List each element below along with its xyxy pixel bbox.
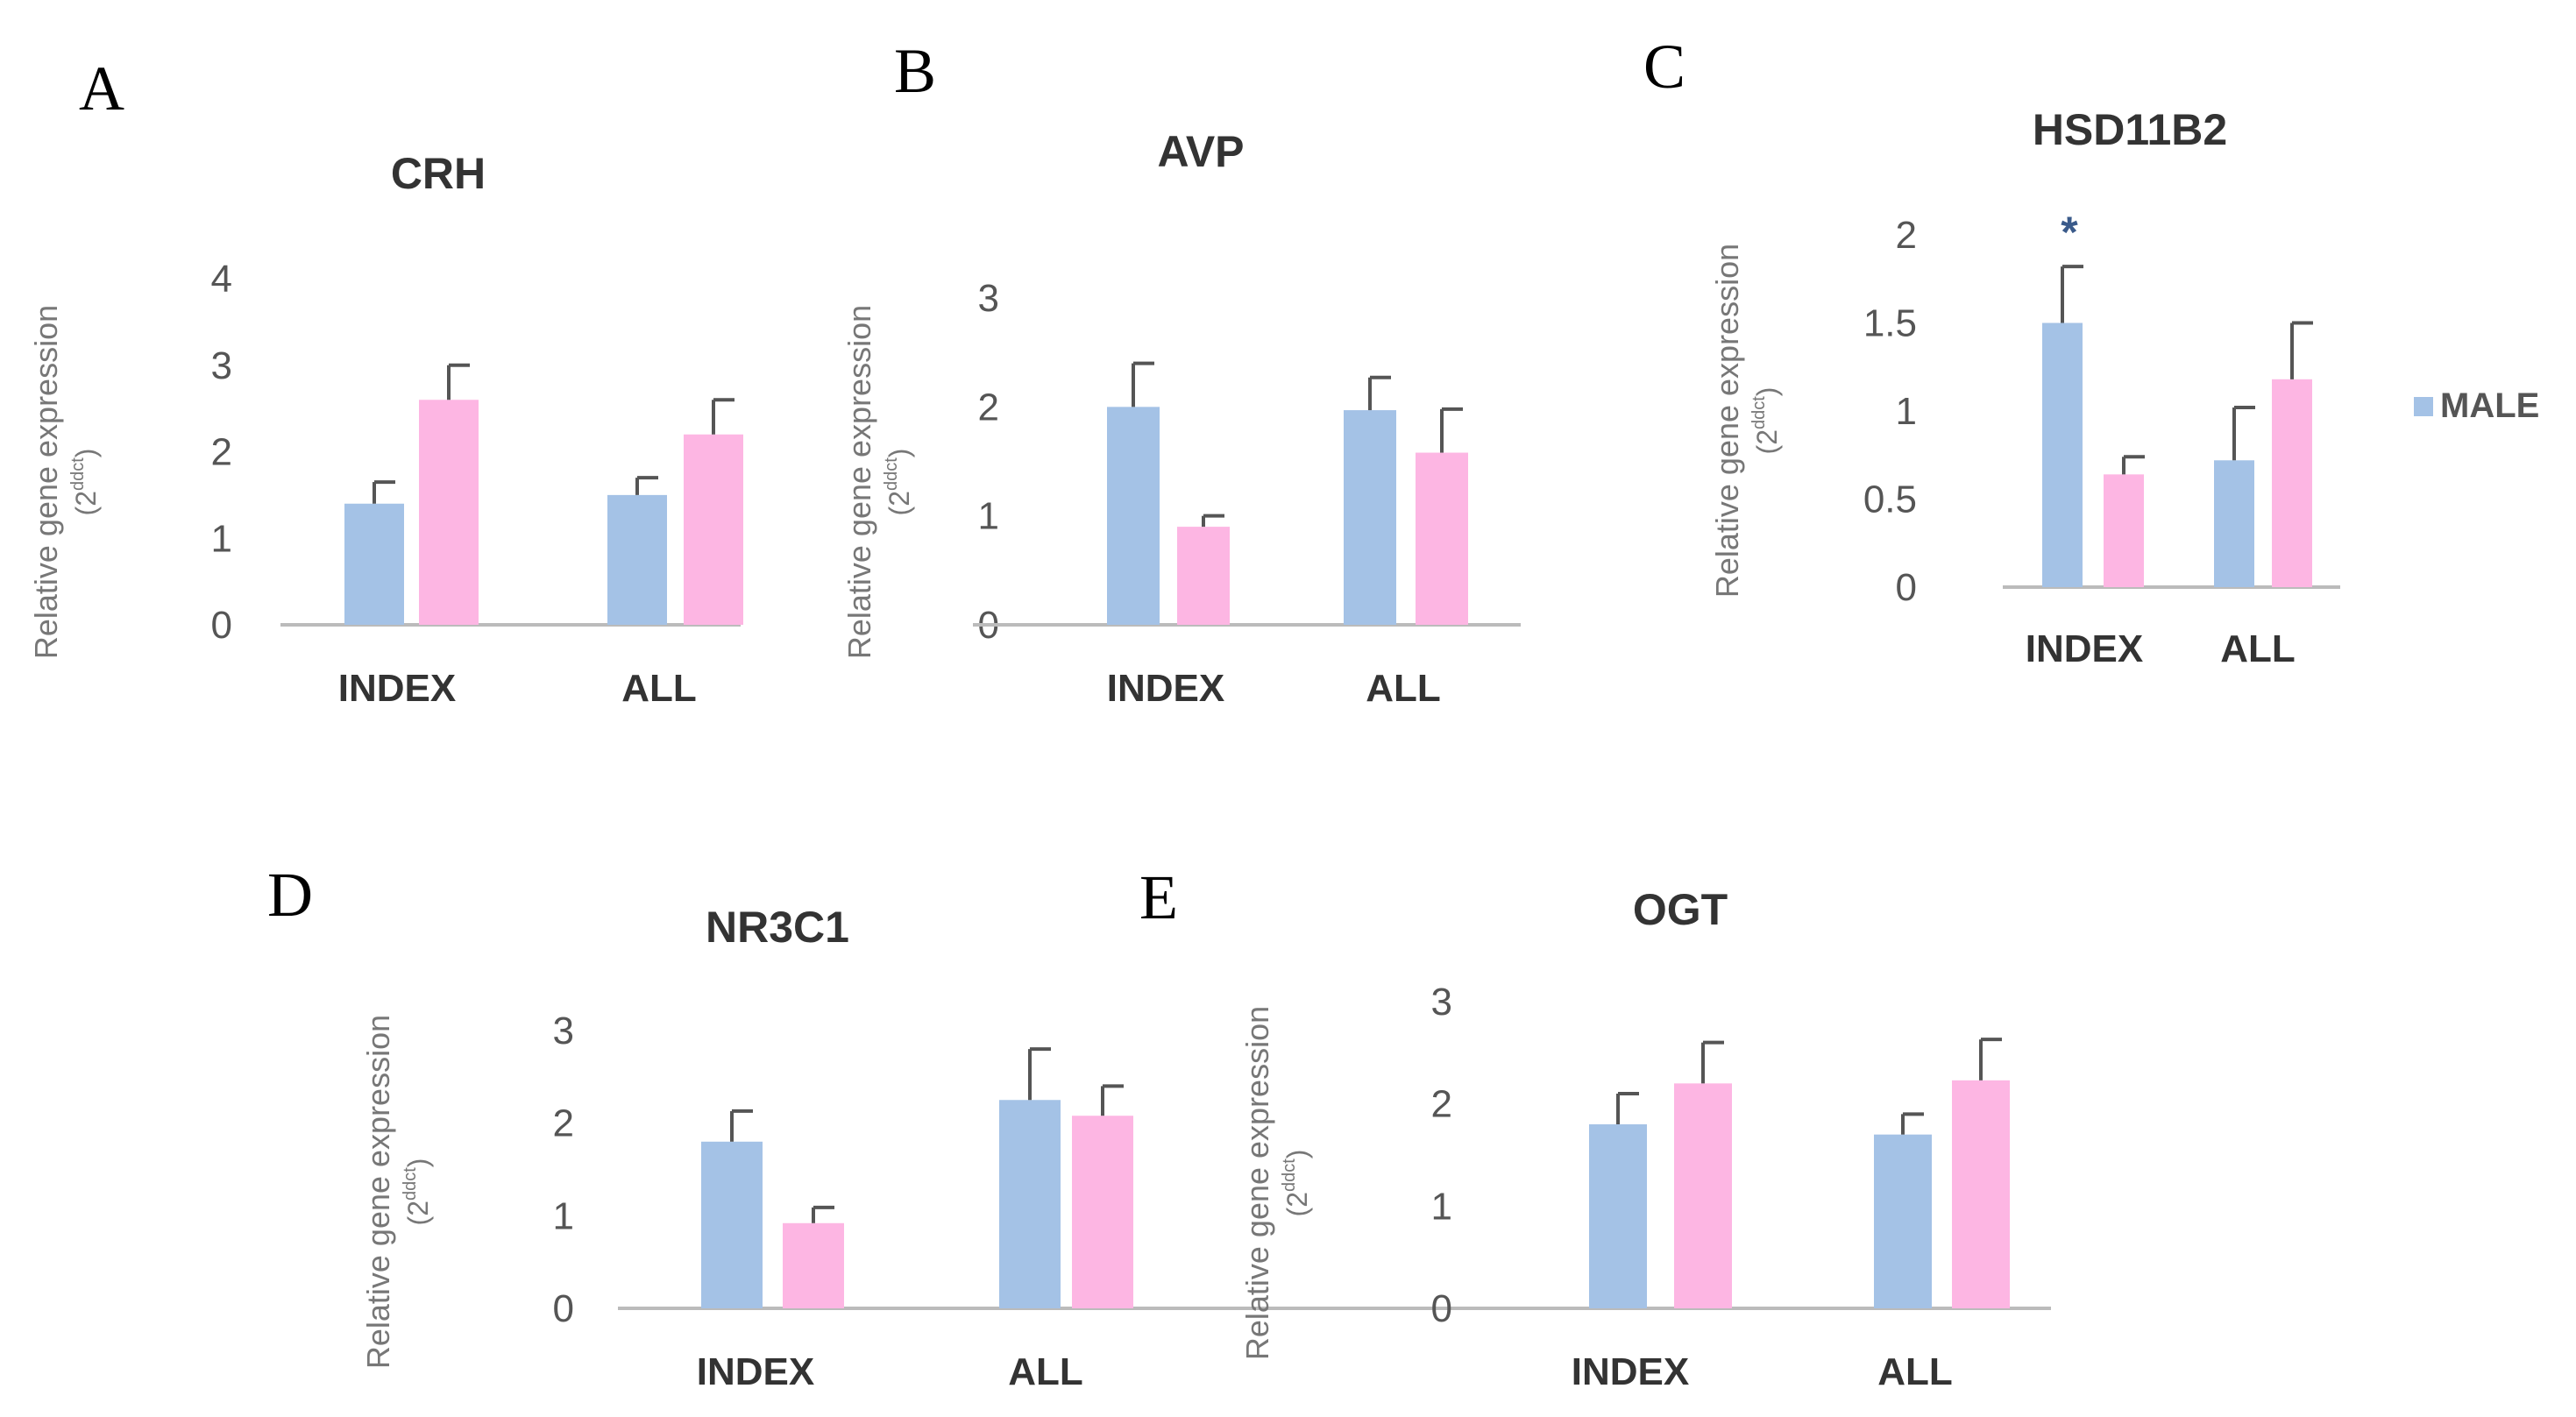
bar-e-male-all — [1874, 1134, 1932, 1308]
bar-d-female-index — [783, 1222, 844, 1308]
bar-b-female-all — [1416, 452, 1468, 625]
y-axis-label-unit: (2ddct) — [882, 449, 915, 516]
y-tick-label: 3 — [1431, 981, 1452, 1024]
y-tick-label: 0 — [1896, 566, 1917, 609]
chart-panel-c: C HSD11B2 Relative gene expression (2ddct) 0… — [1643, 32, 2340, 670]
panel-letter-a: A — [79, 53, 124, 124]
x-category-label-index: INDEX — [1107, 667, 1224, 710]
x-category-label-index: INDEX — [2026, 627, 2143, 670]
y-tick-label: 0.5 — [1863, 478, 1917, 521]
y-axis-label-text: Relative gene expression — [360, 1015, 396, 1369]
y-tick-label: 3 — [978, 277, 999, 320]
y-tick-label: 4 — [211, 258, 232, 301]
y-axis-label-text: Relative gene expression — [1709, 244, 1745, 598]
x-category-label-all: ALL — [1877, 1350, 1953, 1393]
x-category-label-index: INDEX — [338, 667, 456, 710]
y-tick-label: 0 — [1431, 1287, 1452, 1330]
bar-c-male-index — [2042, 322, 2083, 587]
chart-title-d: NR3C1 — [706, 903, 849, 952]
bar-e-male-index — [1589, 1124, 1647, 1308]
legend-swatch-male — [2414, 397, 2433, 416]
y-axis-label-unit: (2ddct) — [1749, 387, 1783, 455]
y-axis-label-text: Relative gene expression — [28, 305, 64, 659]
y-axis-label-unit: (2ddct) — [401, 1158, 434, 1226]
bar-b-male-all — [1344, 410, 1396, 625]
y-axis-label-unit: (2ddct) — [68, 449, 102, 516]
legend: MALE — [2414, 386, 2539, 425]
chart-panel-e: E OGT Relative gene expression (2ddct) 0 1 2 3 I… — [1139, 862, 2051, 1393]
y-tick-label: 1 — [978, 495, 999, 538]
bar-b-male-index — [1107, 407, 1160, 625]
bar-a-female-index — [419, 400, 479, 625]
x-category-label-all: ALL — [2220, 627, 2296, 670]
y-axis-label-b: Relative gene expression (2ddct) — [841, 305, 915, 659]
x-category-label-all: ALL — [1008, 1350, 1083, 1393]
y-axis-label-e: Relative gene expression (2ddct) — [1239, 1006, 1313, 1360]
bar-a-female-all — [684, 434, 743, 625]
panel-letter-c: C — [1643, 32, 1685, 102]
x-category-label-all: ALL — [621, 667, 697, 710]
chart-title-a: CRH — [391, 149, 486, 198]
chart-panel-a: A CRH Relative gene expression (2ddct) 0 1 2 3 4… — [28, 53, 743, 710]
y-axis-label-c: Relative gene expression (2ddct) — [1709, 244, 1783, 598]
bar-e-female-all — [1952, 1080, 2010, 1308]
y-tick-label: 2 — [553, 1102, 574, 1145]
legend-label-male: MALE — [2440, 386, 2539, 425]
panel-letter-b: B — [894, 36, 936, 106]
y-tick-label: 0 — [553, 1287, 574, 1330]
y-tick-label: 1 — [553, 1194, 574, 1237]
y-tick-label: 2 — [211, 431, 232, 474]
chart-title-b: AVP — [1157, 127, 1244, 176]
y-tick-label: 2 — [978, 386, 999, 429]
bar-d-female-all — [1072, 1116, 1133, 1308]
y-axis-label-a: Relative gene expression (2ddct) — [28, 305, 102, 659]
bar-c-female-index — [2104, 474, 2144, 587]
y-tick-label: 1 — [211, 517, 232, 560]
panel-letter-e: E — [1139, 862, 1178, 932]
chart-title-c: HSD11B2 — [2033, 105, 2227, 154]
bar-a-male-index — [344, 503, 404, 625]
y-tick-label: 1.5 — [1863, 302, 1917, 345]
y-axis-label-text: Relative gene expression — [1239, 1006, 1275, 1360]
y-tick-label: 0 — [211, 604, 232, 647]
bar-a-male-all — [607, 494, 667, 625]
y-axis-label-text: Relative gene expression — [841, 305, 877, 659]
y-tick-label: 2 — [1431, 1083, 1452, 1126]
y-tick-label: 3 — [553, 1010, 574, 1052]
significance-marker: * — [2061, 208, 2078, 257]
x-category-label-all: ALL — [1366, 667, 1441, 710]
y-axis-label-unit: (2ddct) — [1280, 1150, 1313, 1217]
bar-c-female-all — [2272, 379, 2312, 587]
y-tick-label: 1 — [1431, 1185, 1452, 1228]
bar-e-female-index — [1674, 1083, 1732, 1308]
y-tick-label: 2 — [1896, 214, 1917, 257]
bar-b-female-index — [1177, 527, 1230, 625]
y-tick-label: 3 — [211, 344, 232, 387]
bar-c-male-all — [2214, 460, 2254, 587]
y-axis-label-d: Relative gene expression (2ddct) — [360, 1015, 434, 1369]
chart-title-e: OGT — [1633, 885, 1728, 934]
y-tick-label: 1 — [1896, 390, 1917, 433]
panel-letter-d: D — [267, 860, 313, 930]
x-category-label-index: INDEX — [697, 1350, 814, 1393]
bar-d-male-all — [999, 1100, 1061, 1308]
x-category-label-index: INDEX — [1572, 1350, 1689, 1393]
bar-d-male-index — [701, 1141, 763, 1308]
